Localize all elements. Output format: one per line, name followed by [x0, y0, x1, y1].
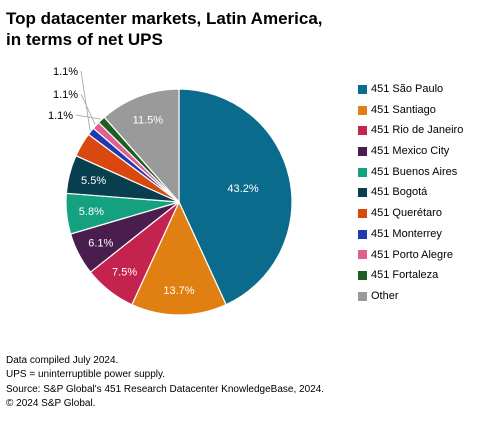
chart-title-line-2: in terms of net UPS — [6, 30, 163, 49]
legend-swatch — [358, 126, 367, 136]
legend-item-451-fortaleza: 451 Fortaleza — [358, 265, 484, 286]
legend-label: 451 Mexico City — [371, 145, 450, 158]
footnote-copyright: © 2024 S&P Global. — [6, 398, 96, 410]
pie-slice-451-santiago — [131, 200, 227, 316]
footnote-data-compiled: Data compiled July 2024. — [6, 355, 119, 366]
legend-swatch — [358, 105, 367, 115]
legend-label: 451 Porto Alegre — [371, 248, 453, 261]
pie-data-label-451-mexico-city: 6.1% — [88, 238, 113, 250]
pie-data-label-451-sao-paulo: 43.2% — [227, 183, 258, 195]
legend-item-451-monterrey: 451 Monterrey — [358, 224, 484, 245]
pie-data-label-451-porto-alegre: 1.1% — [53, 89, 78, 101]
legend-label: 451 Santiago — [371, 103, 436, 116]
footnote-ups-definition: UPS = uninterruptible power supply. — [6, 369, 166, 381]
legend-label: 451 Monterrey — [371, 227, 442, 240]
pie-data-label-451-rio-de-janeiro: 7.5% — [112, 266, 137, 278]
chart-legend: 451 São Paulo 451 Santiago 451 Rio de Jane… — [358, 79, 484, 307]
legend-label: 451 Buenos Aires — [371, 165, 458, 178]
legend-item-451-sao-paulo: 451 São Paulo — [358, 79, 484, 100]
legend-swatch — [358, 188, 367, 198]
pie-slice-other — [103, 88, 180, 204]
pie-slice-451-sao-paulo — [178, 88, 293, 306]
legend-label: 451 São Paulo — [371, 83, 444, 95]
legend-swatch — [358, 167, 367, 177]
legend-item-451-buenos-aires: 451 Buenos Aires — [358, 162, 484, 183]
legend-swatch — [358, 229, 367, 239]
pie-leader-line-451-fortaleza — [75, 114, 101, 120]
legend-item-451-porto-alegre: 451 Porto Alegre — [358, 245, 484, 266]
legend-label: 451 Querétaro — [371, 207, 442, 220]
legend-swatch — [358, 84, 367, 94]
chart-title: Top datacenter markets, Latin America, i… — [6, 8, 476, 50]
pie-data-label-451-santiago: 13.7% — [163, 285, 194, 297]
legend-item-451-queretaro: 451 Querétaro — [358, 203, 484, 224]
legend-item-other: Other — [358, 286, 484, 307]
legend-item-451-bogota: 451 Bogotá — [358, 182, 484, 203]
legend-item-451-rio-de-janeiro: 451 Rio de Janeiro — [358, 120, 484, 141]
legend-swatch — [358, 250, 367, 260]
legend-item-451-santiago: 451 Santiago — [358, 100, 484, 121]
pie-data-label-other: 11.5% — [133, 115, 164, 127]
pie-leader-line-451-porto-alegre — [80, 93, 96, 125]
legend-label: 451 Fortaleza — [371, 269, 439, 282]
chart-title-line-1: Top datacenter markets, Latin America, — [6, 9, 323, 28]
legend-swatch — [358, 291, 367, 301]
legend-swatch — [358, 271, 367, 281]
legend-swatch — [358, 208, 367, 218]
legend-swatch — [358, 146, 367, 156]
pie-data-label-451-buenos-aires: 5.8% — [79, 206, 104, 218]
legend-label: 451 Rio de Janeiro — [371, 124, 464, 137]
pie-data-label-451-bogota: 5.5% — [81, 175, 106, 187]
legend-label: Other — [371, 289, 399, 302]
pie-data-label-451-monterrey: 1.1% — [53, 66, 78, 78]
pie-data-label-451-fortaleza: 1.1% — [48, 110, 73, 122]
pie-leader-line-451-monterrey — [80, 70, 91, 131]
footnotes: Data compiled July 2024. UPS = uninterru… — [6, 354, 476, 412]
legend-label: 451 Bogotá — [371, 186, 428, 199]
legend-item-451-mexico-city: 451 Mexico City — [358, 141, 484, 162]
footnote-source: Source: S&P Global's 451 Research Datace… — [6, 383, 325, 395]
